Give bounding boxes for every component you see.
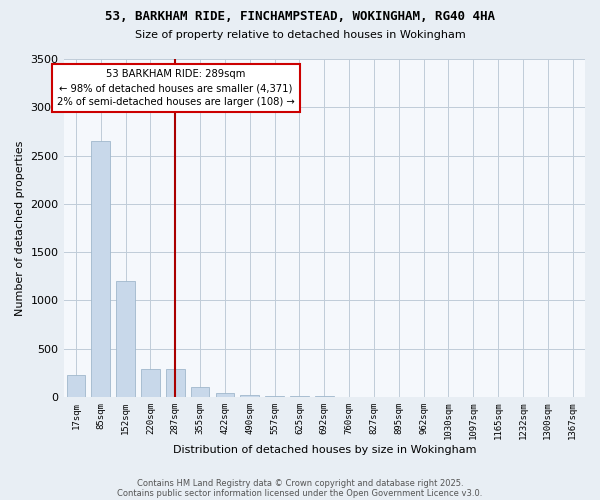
- Bar: [141, 369, 160, 397]
- Bar: [191, 388, 209, 397]
- Bar: [166, 369, 185, 397]
- Text: Size of property relative to detached houses in Wokingham: Size of property relative to detached ho…: [134, 30, 466, 40]
- Bar: [91, 141, 110, 397]
- Text: 53 BARKHAM RIDE: 289sqm
← 98% of detached houses are smaller (4,371)
2% of semi-: 53 BARKHAM RIDE: 289sqm ← 98% of detache…: [57, 69, 295, 107]
- Text: Contains HM Land Registry data © Crown copyright and database right 2025.: Contains HM Land Registry data © Crown c…: [137, 478, 463, 488]
- Bar: [315, 396, 334, 397]
- Bar: [265, 396, 284, 397]
- Bar: [241, 395, 259, 397]
- Bar: [116, 281, 135, 397]
- Y-axis label: Number of detached properties: Number of detached properties: [15, 140, 25, 316]
- Bar: [215, 393, 234, 397]
- Text: Contains public sector information licensed under the Open Government Licence v3: Contains public sector information licen…: [118, 488, 482, 498]
- Bar: [67, 374, 85, 397]
- Bar: [290, 396, 309, 397]
- Text: 53, BARKHAM RIDE, FINCHAMPSTEAD, WOKINGHAM, RG40 4HA: 53, BARKHAM RIDE, FINCHAMPSTEAD, WOKINGH…: [105, 10, 495, 23]
- X-axis label: Distribution of detached houses by size in Wokingham: Distribution of detached houses by size …: [173, 445, 476, 455]
